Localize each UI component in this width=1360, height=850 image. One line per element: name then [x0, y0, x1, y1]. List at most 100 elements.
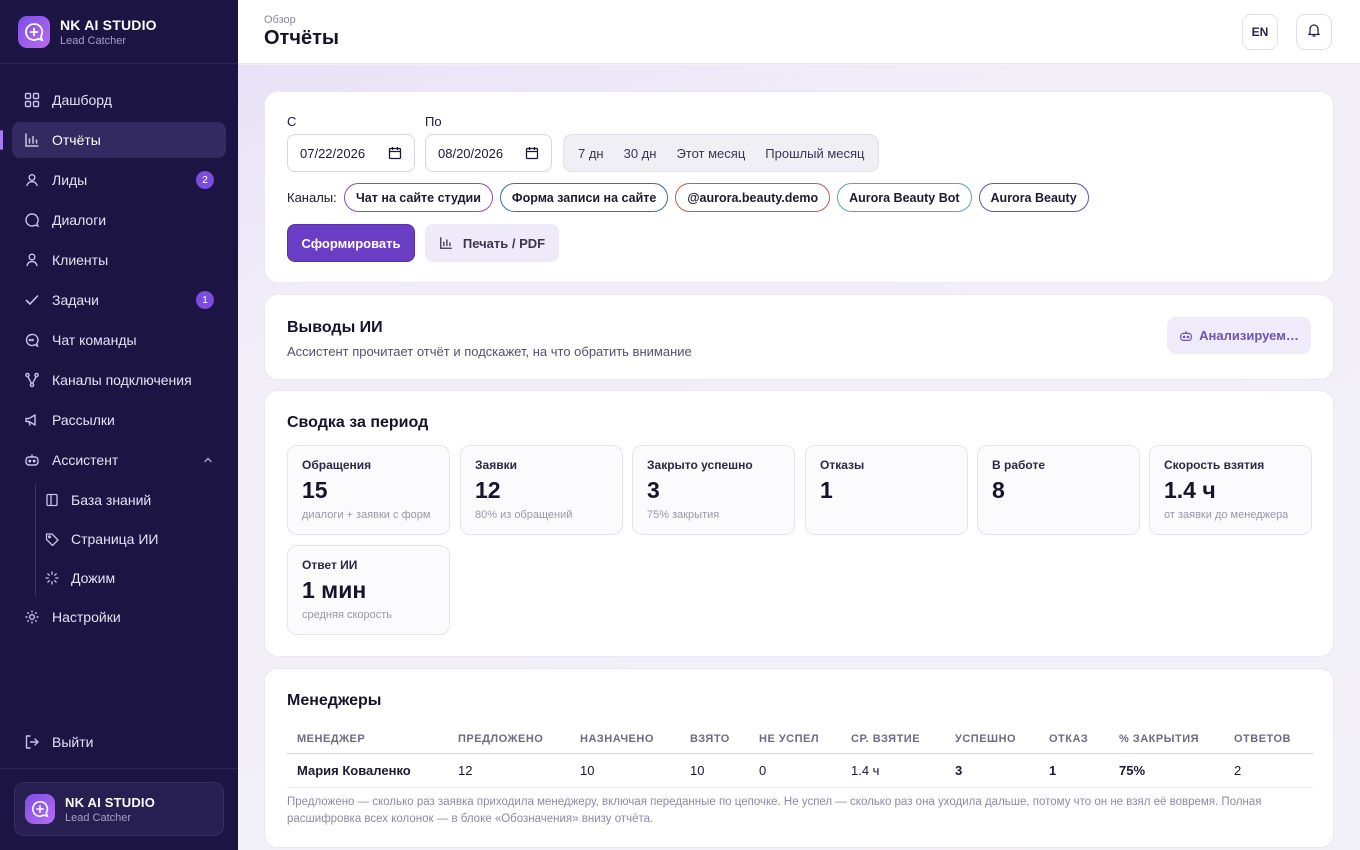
sidebar-item-clients[interactable]: Клиенты: [12, 242, 226, 278]
sidebar-item-followup[interactable]: Дожим: [12, 560, 226, 595]
ai-insights-description: Ассистент прочитает отчёт и подскажет, н…: [287, 344, 692, 359]
stat-card-requests: Обращения 15 диалоги + заявки с форм: [287, 445, 450, 535]
preset-this-month[interactable]: Этот месяц: [676, 145, 746, 161]
sidebar-item-dashboard[interactable]: Дашборд: [12, 82, 226, 118]
managers-footnote: Предложено — сколько раз заявка приходил…: [287, 796, 1262, 825]
brand[interactable]: NK AI STUDIO Lead Catcher: [0, 0, 238, 64]
sidebar-item-ai-page[interactable]: Страница ИИ: [12, 521, 226, 556]
logout-button[interactable]: Выйти: [12, 724, 226, 760]
stat-label: Отказы: [820, 458, 865, 472]
channel-chip-instagram[interactable]: @aurora.beauty.demo: [675, 183, 831, 212]
stat-value: 12: [475, 477, 501, 503]
account-card[interactable]: NK AI STUDIO Lead Catcher: [14, 782, 224, 836]
robot-icon: [1179, 329, 1193, 343]
column-header[interactable]: НАЗНАЧЕНО: [570, 726, 680, 754]
preset-7-days[interactable]: 7 дн: [578, 145, 604, 161]
print-pdf-button[interactable]: Печать / PDF: [425, 224, 559, 262]
column-header[interactable]: ОТВЕТОВ: [1224, 726, 1313, 754]
generate-report-button[interactable]: Сформировать: [287, 224, 415, 262]
table-cell: 0: [749, 753, 841, 788]
stat-subtext: 80% из обращений: [475, 509, 573, 521]
column-header[interactable]: НЕ УСПЕЛ: [749, 726, 841, 754]
table-cell: 75%: [1109, 753, 1224, 788]
sidebar-item-knowledge-base[interactable]: База знаний: [12, 482, 226, 517]
date-preset-group: 7 дн 30 дн Этот месяц Прошлый месяц: [563, 134, 880, 172]
print-pdf-label: Печать / PDF: [462, 235, 546, 251]
assistant-submenu: База знаний Страница ИИ Дожим: [0, 482, 238, 596]
sidebar-item-channels[interactable]: Каналы подключения: [12, 362, 226, 398]
sidebar-item-reports[interactable]: Отчёты: [0, 122, 226, 158]
preset-30-days[interactable]: 30 дн: [623, 145, 657, 161]
sidebar-item-label: Ассистент: [52, 452, 119, 468]
date-from-input[interactable]: 07/22/2026: [287, 134, 415, 172]
ai-insights-title: Выводы ИИ: [287, 319, 383, 336]
sidebar-item-team-chat[interactable]: Чат команды: [12, 322, 226, 358]
breadcrumb[interactable]: Обзор: [264, 14, 296, 26]
table-row[interactable]: Мария Коваленко 12 10 10 0 1.4 ч 3 1 75%…: [287, 753, 1313, 788]
preset-last-month[interactable]: Прошлый месяц: [765, 145, 865, 161]
sidebar-item-label: Задачи: [52, 292, 100, 308]
column-header[interactable]: МЕНЕДЖЕР: [287, 726, 448, 754]
bell-icon: [1306, 22, 1322, 43]
channel-chip-site-chat[interactable]: Чат на сайте студии: [344, 183, 493, 212]
column-header[interactable]: УСПЕШНО: [945, 726, 1039, 754]
sidebar-item-assistant[interactable]: Ассистент: [12, 442, 226, 478]
managers-card: Менеджеры МЕНЕДЖЕР ПРЕДЛОЖЕНО НАЗНАЧЕНО …: [264, 668, 1334, 848]
manager-name-cell: Мария Коваленко: [287, 753, 448, 788]
stat-label: Заявки: [475, 458, 517, 472]
ai-insights-card: Выводы ИИ Ассистент прочитает отчёт и по…: [264, 294, 1334, 380]
notifications-button[interactable]: [1296, 14, 1332, 50]
calendar-icon[interactable]: [388, 146, 402, 160]
sidebar-item-leads[interactable]: Лиды 2: [12, 162, 226, 198]
column-header[interactable]: ОТКАЗ: [1039, 726, 1109, 754]
stat-value: 1.4 ч: [1164, 477, 1216, 503]
submenu-guide-line: [35, 484, 36, 596]
sidebar-item-label: Рассылки: [52, 412, 115, 428]
gear-icon: [24, 609, 40, 625]
filters-card: С 07/22/2026 По 08/20/2026 7 дн 30 дн Эт…: [264, 91, 1334, 283]
sidebar-item-settings[interactable]: Настройки: [12, 599, 226, 635]
check-icon: [24, 292, 40, 308]
table-cell: 2: [1224, 753, 1313, 788]
tasks-count-badge: 1: [196, 291, 214, 309]
stat-value: 1 мин: [302, 577, 367, 603]
logout-icon: [24, 734, 40, 750]
page-title: Отчёты: [264, 27, 339, 49]
ai-analyze-button[interactable]: Анализируем…: [1167, 317, 1311, 354]
stat-subtext: от заявки до менеджера: [1164, 509, 1289, 521]
sidebar-divider: [0, 768, 238, 769]
stat-card-rejections: Отказы 1: [805, 445, 968, 535]
stat-subtext: диалоги + заявки с форм: [302, 509, 431, 521]
channels-label: Каналы:: [287, 190, 337, 205]
account-logo-icon: [25, 794, 55, 824]
bar-chart-icon: [439, 236, 453, 250]
main-content: С 07/22/2026 По 08/20/2026 7 дн 30 дн Эт…: [238, 65, 1360, 850]
calendar-icon[interactable]: [525, 146, 539, 160]
stat-value: 8: [992, 477, 1005, 503]
column-header[interactable]: ВЗЯТО: [680, 726, 749, 754]
date-to-input[interactable]: 08/20/2026: [425, 134, 552, 172]
sidebar-item-mailings[interactable]: Рассылки: [12, 402, 226, 438]
sidebar-item-tasks[interactable]: Задачи 1: [12, 282, 226, 318]
column-header[interactable]: ПРЕДЛОЖЕНО: [448, 726, 570, 754]
summary-card: Сводка за период Обращения 15 диалоги + …: [264, 390, 1334, 657]
sidebar-item-dialogs[interactable]: Диалоги: [12, 202, 226, 238]
stat-label: Обращения: [302, 458, 372, 472]
column-header[interactable]: СР. ВЗЯТИЕ: [841, 726, 945, 754]
channel-chip-aurora-beauty[interactable]: Aurora Beauty: [978, 183, 1089, 212]
table-cell: 10: [680, 753, 749, 788]
tag-icon: [45, 532, 59, 546]
channel-chip-booking-form[interactable]: Форма записи на сайте: [499, 183, 669, 212]
channel-chip-telegram-bot[interactable]: Aurora Beauty Bot: [837, 183, 972, 212]
stat-card-ai-response: Ответ ИИ 1 мин средняя скорость: [287, 545, 450, 635]
stat-subtext: 75% закрытия: [647, 509, 720, 521]
grid-icon: [24, 92, 40, 108]
column-header[interactable]: % ЗАКРЫТИЯ: [1109, 726, 1224, 754]
sidebar-item-label: Дожим: [71, 569, 116, 586]
table-cell: 1.4 ч: [841, 753, 945, 788]
channel-chips: Чат на сайте студии Форма записи на сайт…: [344, 183, 1089, 212]
date-from-value: 07/22/2026: [300, 145, 366, 161]
chevron-up-icon[interactable]: [202, 454, 214, 466]
stat-card-in-progress: В работе 8: [977, 445, 1140, 535]
language-button[interactable]: EN: [1242, 14, 1278, 50]
